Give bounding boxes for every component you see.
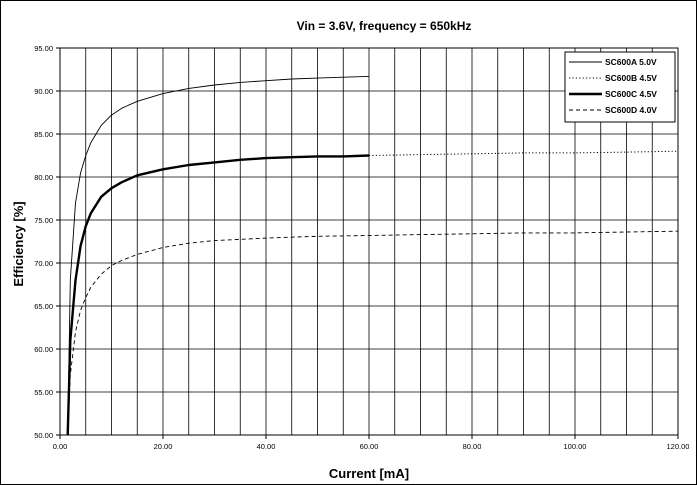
series-line-1	[67, 75, 370, 436]
y-axis-ticks: 50.00 55.00 60.00 65.00 70.00 75.00 80.00 85.00…	[34, 44, 60, 440]
legend-label: SC600A 5.0V	[605, 57, 657, 67]
y-tick-label: 85.00	[34, 130, 53, 139]
x-tick-label: 120.00	[667, 442, 690, 451]
y-axis-label: Efficiency [%]	[11, 201, 26, 286]
series-line-3	[66, 154, 370, 436]
legend: SC600A 5.0V SC600B 4.5V SC600C 4.5V SC600D …	[564, 51, 676, 123]
series-line-4	[67, 230, 679, 436]
series-lines	[66, 75, 679, 436]
y-tick-label: 75.00	[34, 216, 53, 225]
x-tick-label: 0.00	[53, 442, 68, 451]
y-tick-label: 50.00	[34, 431, 53, 440]
x-tick-label: 100.00	[564, 442, 587, 451]
y-tick-label: 95.00	[34, 44, 53, 53]
y-tick-label: 80.00	[34, 173, 53, 182]
y-tick-label: 65.00	[34, 302, 53, 311]
x-tick-label: 40.00	[257, 442, 276, 451]
x-tick-label: 80.00	[463, 442, 482, 451]
series-line-2	[368, 150, 679, 156]
legend-label: SC600C 4.5V	[605, 89, 657, 99]
y-tick-label: 60.00	[34, 345, 53, 354]
chart-title: Vin = 3.6V, frequency = 650kHz	[297, 19, 472, 33]
y-tick-label: 70.00	[34, 259, 53, 268]
legend-label: SC600B 4.5V	[605, 73, 657, 83]
y-tick-label: 90.00	[34, 87, 53, 96]
x-axis-ticks: 0.00 20.00 40.00 60.00 80.00 100.00 120.00	[53, 435, 690, 451]
legend-label: SC600D 4.0V	[605, 105, 657, 115]
x-tick-label: 20.00	[154, 442, 173, 451]
x-tick-label: 60.00	[360, 442, 379, 451]
y-tick-label: 55.00	[34, 388, 53, 397]
x-axis-label: Current [mA]	[329, 466, 409, 481]
